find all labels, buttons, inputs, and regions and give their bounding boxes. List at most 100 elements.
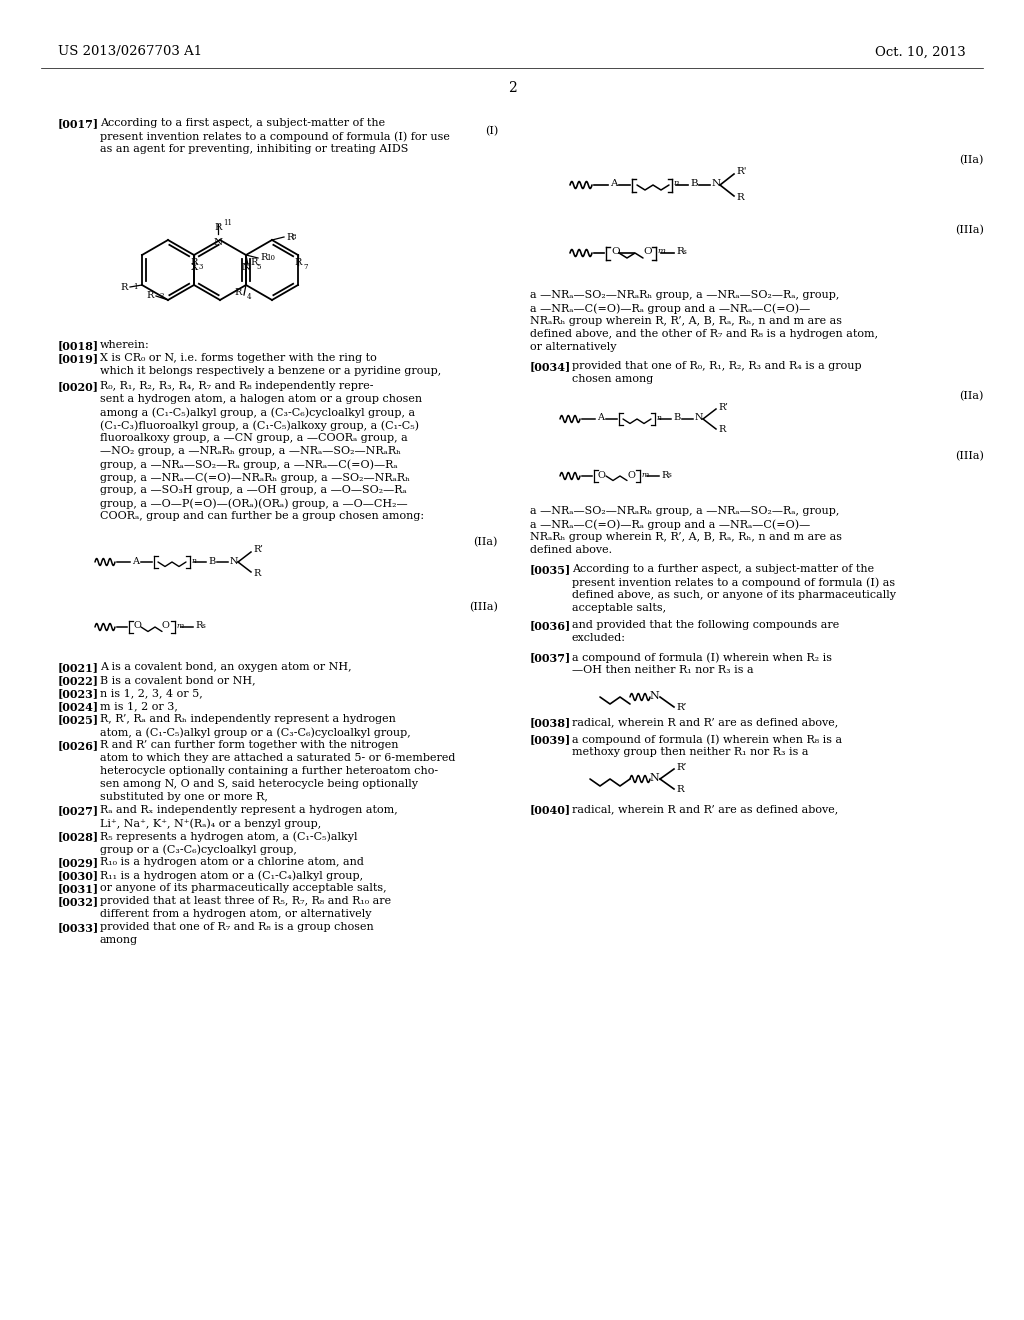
- Text: R’: R’: [253, 545, 263, 554]
- Text: [0020]: [0020]: [58, 381, 99, 392]
- Text: R: R: [146, 292, 154, 301]
- Text: different from a hydrogen atom, or alternatively: different from a hydrogen atom, or alter…: [100, 909, 372, 919]
- Text: or alternatively: or alternatively: [530, 342, 616, 352]
- Text: R: R: [286, 232, 293, 242]
- Text: (IIa): (IIa): [959, 154, 984, 165]
- Text: X is CR₀ or N, i.e. forms together with the ring to: X is CR₀ or N, i.e. forms together with …: [100, 352, 377, 363]
- Text: present invention relates to a compound of formula (I) for use: present invention relates to a compound …: [100, 131, 450, 141]
- Text: N: N: [712, 180, 721, 189]
- Text: [0039]: [0039]: [530, 734, 571, 744]
- Text: wherein:: wherein:: [100, 341, 150, 350]
- Text: [0023]: [0023]: [58, 688, 99, 700]
- Text: A: A: [610, 180, 617, 189]
- Text: R: R: [253, 569, 260, 578]
- Text: O: O: [162, 622, 170, 631]
- Text: provided that one of R₇ and R₈ is a group chosen: provided that one of R₇ and R₈ is a grou…: [100, 921, 374, 932]
- Text: s: s: [202, 622, 206, 630]
- Text: m: m: [176, 622, 183, 630]
- Text: According to a first aspect, a subject-matter of the: According to a first aspect, a subject-m…: [100, 117, 385, 128]
- Text: [0022]: [0022]: [58, 675, 99, 686]
- Text: —OH then neither R₁ nor R₃ is a: —OH then neither R₁ nor R₃ is a: [572, 665, 754, 675]
- Text: which it belongs respectively a benzene or a pyridine group,: which it belongs respectively a benzene …: [100, 366, 441, 376]
- Text: R₁₁ is a hydrogen atom or a (C₁-C₄)alkyl group,: R₁₁ is a hydrogen atom or a (C₁-C₄)alkyl…: [100, 870, 364, 880]
- Text: B: B: [673, 413, 680, 422]
- Text: R: R: [260, 253, 267, 263]
- Text: According to a further aspect, a subject-matter of the: According to a further aspect, a subject…: [572, 564, 874, 574]
- Text: [0026]: [0026]: [58, 741, 99, 751]
- Text: defined above, as such, or anyone of its pharmaceutically: defined above, as such, or anyone of its…: [572, 590, 896, 601]
- Text: R: R: [121, 282, 128, 292]
- Text: present invention relates to a compound of formula (I) as: present invention relates to a compound …: [572, 577, 895, 587]
- Text: radical, wherein R and R’ are as defined above,: radical, wherein R and R’ are as defined…: [572, 804, 839, 814]
- Text: COORₐ, group and can further be a group chosen among:: COORₐ, group and can further be a group …: [100, 511, 424, 521]
- Text: [0024]: [0024]: [58, 701, 99, 711]
- Text: Li⁺, Na⁺, K⁺, N⁺(Rₐ)₄ or a benzyl group,: Li⁺, Na⁺, K⁺, N⁺(Rₐ)₄ or a benzyl group,: [100, 818, 322, 829]
- Text: [0028]: [0028]: [58, 832, 99, 842]
- Text: 5: 5: [256, 263, 260, 271]
- Text: (I): (I): [484, 125, 498, 136]
- Text: R: R: [214, 223, 221, 232]
- Text: R: R: [195, 622, 203, 631]
- Text: a compound of formula (I) wherein when R₂ is: a compound of formula (I) wherein when R…: [572, 652, 831, 663]
- Text: N: N: [695, 413, 703, 422]
- Text: R: R: [294, 257, 302, 267]
- Text: s: s: [668, 471, 672, 479]
- Text: group, a —NRₐ—C(=O)—NRₐRₕ group, a —SO₂—NRₐRₕ: group, a —NRₐ—C(=O)—NRₐRₕ group, a —SO₂—…: [100, 473, 410, 483]
- Text: m: m: [641, 471, 648, 479]
- Text: group, a —SO₃H group, a —OH group, a —O—SO₂—Rₐ: group, a —SO₃H group, a —OH group, a —O—…: [100, 484, 407, 495]
- Text: a —NRₐ—C(=O)—Rₐ group and a —NRₐ—C(=O)—: a —NRₐ—C(=O)—Rₐ group and a —NRₐ—C(=O)—: [530, 519, 810, 529]
- Text: N: N: [649, 774, 658, 783]
- Text: NRₐRₕ group wherein R, R’, A, B, Rₐ, Rₕ, n and m are as: NRₐRₕ group wherein R, R’, A, B, Rₐ, Rₕ,…: [530, 315, 842, 326]
- Text: 8: 8: [292, 234, 297, 242]
- Text: [0033]: [0033]: [58, 921, 99, 933]
- Text: [0027]: [0027]: [58, 805, 99, 816]
- Text: [0021]: [0021]: [58, 663, 99, 673]
- Text: excluded:: excluded:: [572, 634, 626, 643]
- Text: n is 1, 2, 3, 4 or 5,: n is 1, 2, 3, 4 or 5,: [100, 688, 203, 698]
- Text: [0034]: [0034]: [530, 360, 571, 372]
- Text: [0032]: [0032]: [58, 896, 99, 907]
- Text: n: n: [673, 180, 678, 187]
- Text: R’: R’: [718, 403, 728, 412]
- Text: R: R: [676, 785, 684, 795]
- Text: R, R’, Rₐ and Rₕ independently represent a hydrogen: R, R’, Rₐ and Rₕ independently represent…: [100, 714, 396, 723]
- Text: O: O: [133, 622, 141, 631]
- Text: atom to which they are attached a saturated 5- or 6-membered: atom to which they are attached a satura…: [100, 752, 456, 763]
- Text: (C₁-C₃)fluoroalkyl group, a (C₁-C₅)alkoxy group, a (C₁-C₅): (C₁-C₃)fluoroalkyl group, a (C₁-C₅)alkox…: [100, 420, 419, 430]
- Text: a —NRₐ—SO₂—NRₐRₕ group, a —NRₐ—SO₂—Rₐ, group,: a —NRₐ—SO₂—NRₐRₕ group, a —NRₐ—SO₂—Rₐ, g…: [530, 506, 840, 516]
- Text: 7: 7: [303, 263, 307, 271]
- Text: among: among: [100, 935, 138, 945]
- Text: m: m: [657, 247, 665, 255]
- Text: n: n: [656, 414, 660, 422]
- Text: R: R: [718, 425, 725, 434]
- Text: R: R: [190, 257, 198, 267]
- Text: a —NRₐ—C(=O)—Rₐ group and a —NRₐ—C(=O)—: a —NRₐ—C(=O)—Rₐ group and a —NRₐ—C(=O)—: [530, 304, 810, 314]
- Text: N: N: [241, 264, 250, 272]
- Text: methoxy group then neither R₁ nor R₃ is a: methoxy group then neither R₁ nor R₃ is …: [572, 747, 809, 756]
- Text: [0040]: [0040]: [530, 804, 571, 814]
- Text: R₀, R₁, R₂, R₃, R₄, R₇ and R₈ independently repre-: R₀, R₁, R₂, R₃, R₄, R₇ and R₈ independen…: [100, 381, 374, 391]
- Text: (IIIa): (IIIa): [955, 224, 984, 235]
- Text: R': R': [736, 168, 746, 177]
- Text: R₁₀ is a hydrogen atom or a chlorine atom, and: R₁₀ is a hydrogen atom or a chlorine ato…: [100, 857, 364, 867]
- Text: among a (C₁-C₅)alkyl group, a (C₃-C₆)cycloalkyl group, a: among a (C₁-C₅)alkyl group, a (C₃-C₆)cyc…: [100, 407, 415, 417]
- Text: N: N: [230, 557, 239, 565]
- Text: (IIIa): (IIIa): [469, 602, 498, 612]
- Text: as an agent for preventing, inhibiting or treating AIDS: as an agent for preventing, inhibiting o…: [100, 144, 409, 154]
- Text: X: X: [190, 264, 198, 272]
- Text: B: B: [690, 180, 697, 189]
- Text: (IIa): (IIa): [959, 391, 984, 401]
- Text: [0025]: [0025]: [58, 714, 99, 725]
- Text: substituted by one or more R,: substituted by one or more R,: [100, 792, 268, 803]
- Text: R’: R’: [676, 763, 686, 771]
- Text: R: R: [676, 248, 684, 256]
- Text: 2: 2: [508, 81, 516, 95]
- Text: fluoroalkoxy group, a —CN group, a —COORₐ group, a: fluoroalkoxy group, a —CN group, a —COOR…: [100, 433, 408, 444]
- Text: and provided that the following compounds are: and provided that the following compound…: [572, 620, 840, 630]
- Text: defined above.: defined above.: [530, 545, 612, 554]
- Text: A is a covalent bond, an oxygen atom or NH,: A is a covalent bond, an oxygen atom or …: [100, 663, 351, 672]
- Text: 1: 1: [133, 282, 137, 290]
- Text: (IIIa): (IIIa): [955, 451, 984, 461]
- Text: Rₐ and Rₓ independently represent a hydrogen atom,: Rₐ and Rₓ independently represent a hydr…: [100, 805, 397, 814]
- Text: [0029]: [0029]: [58, 857, 99, 869]
